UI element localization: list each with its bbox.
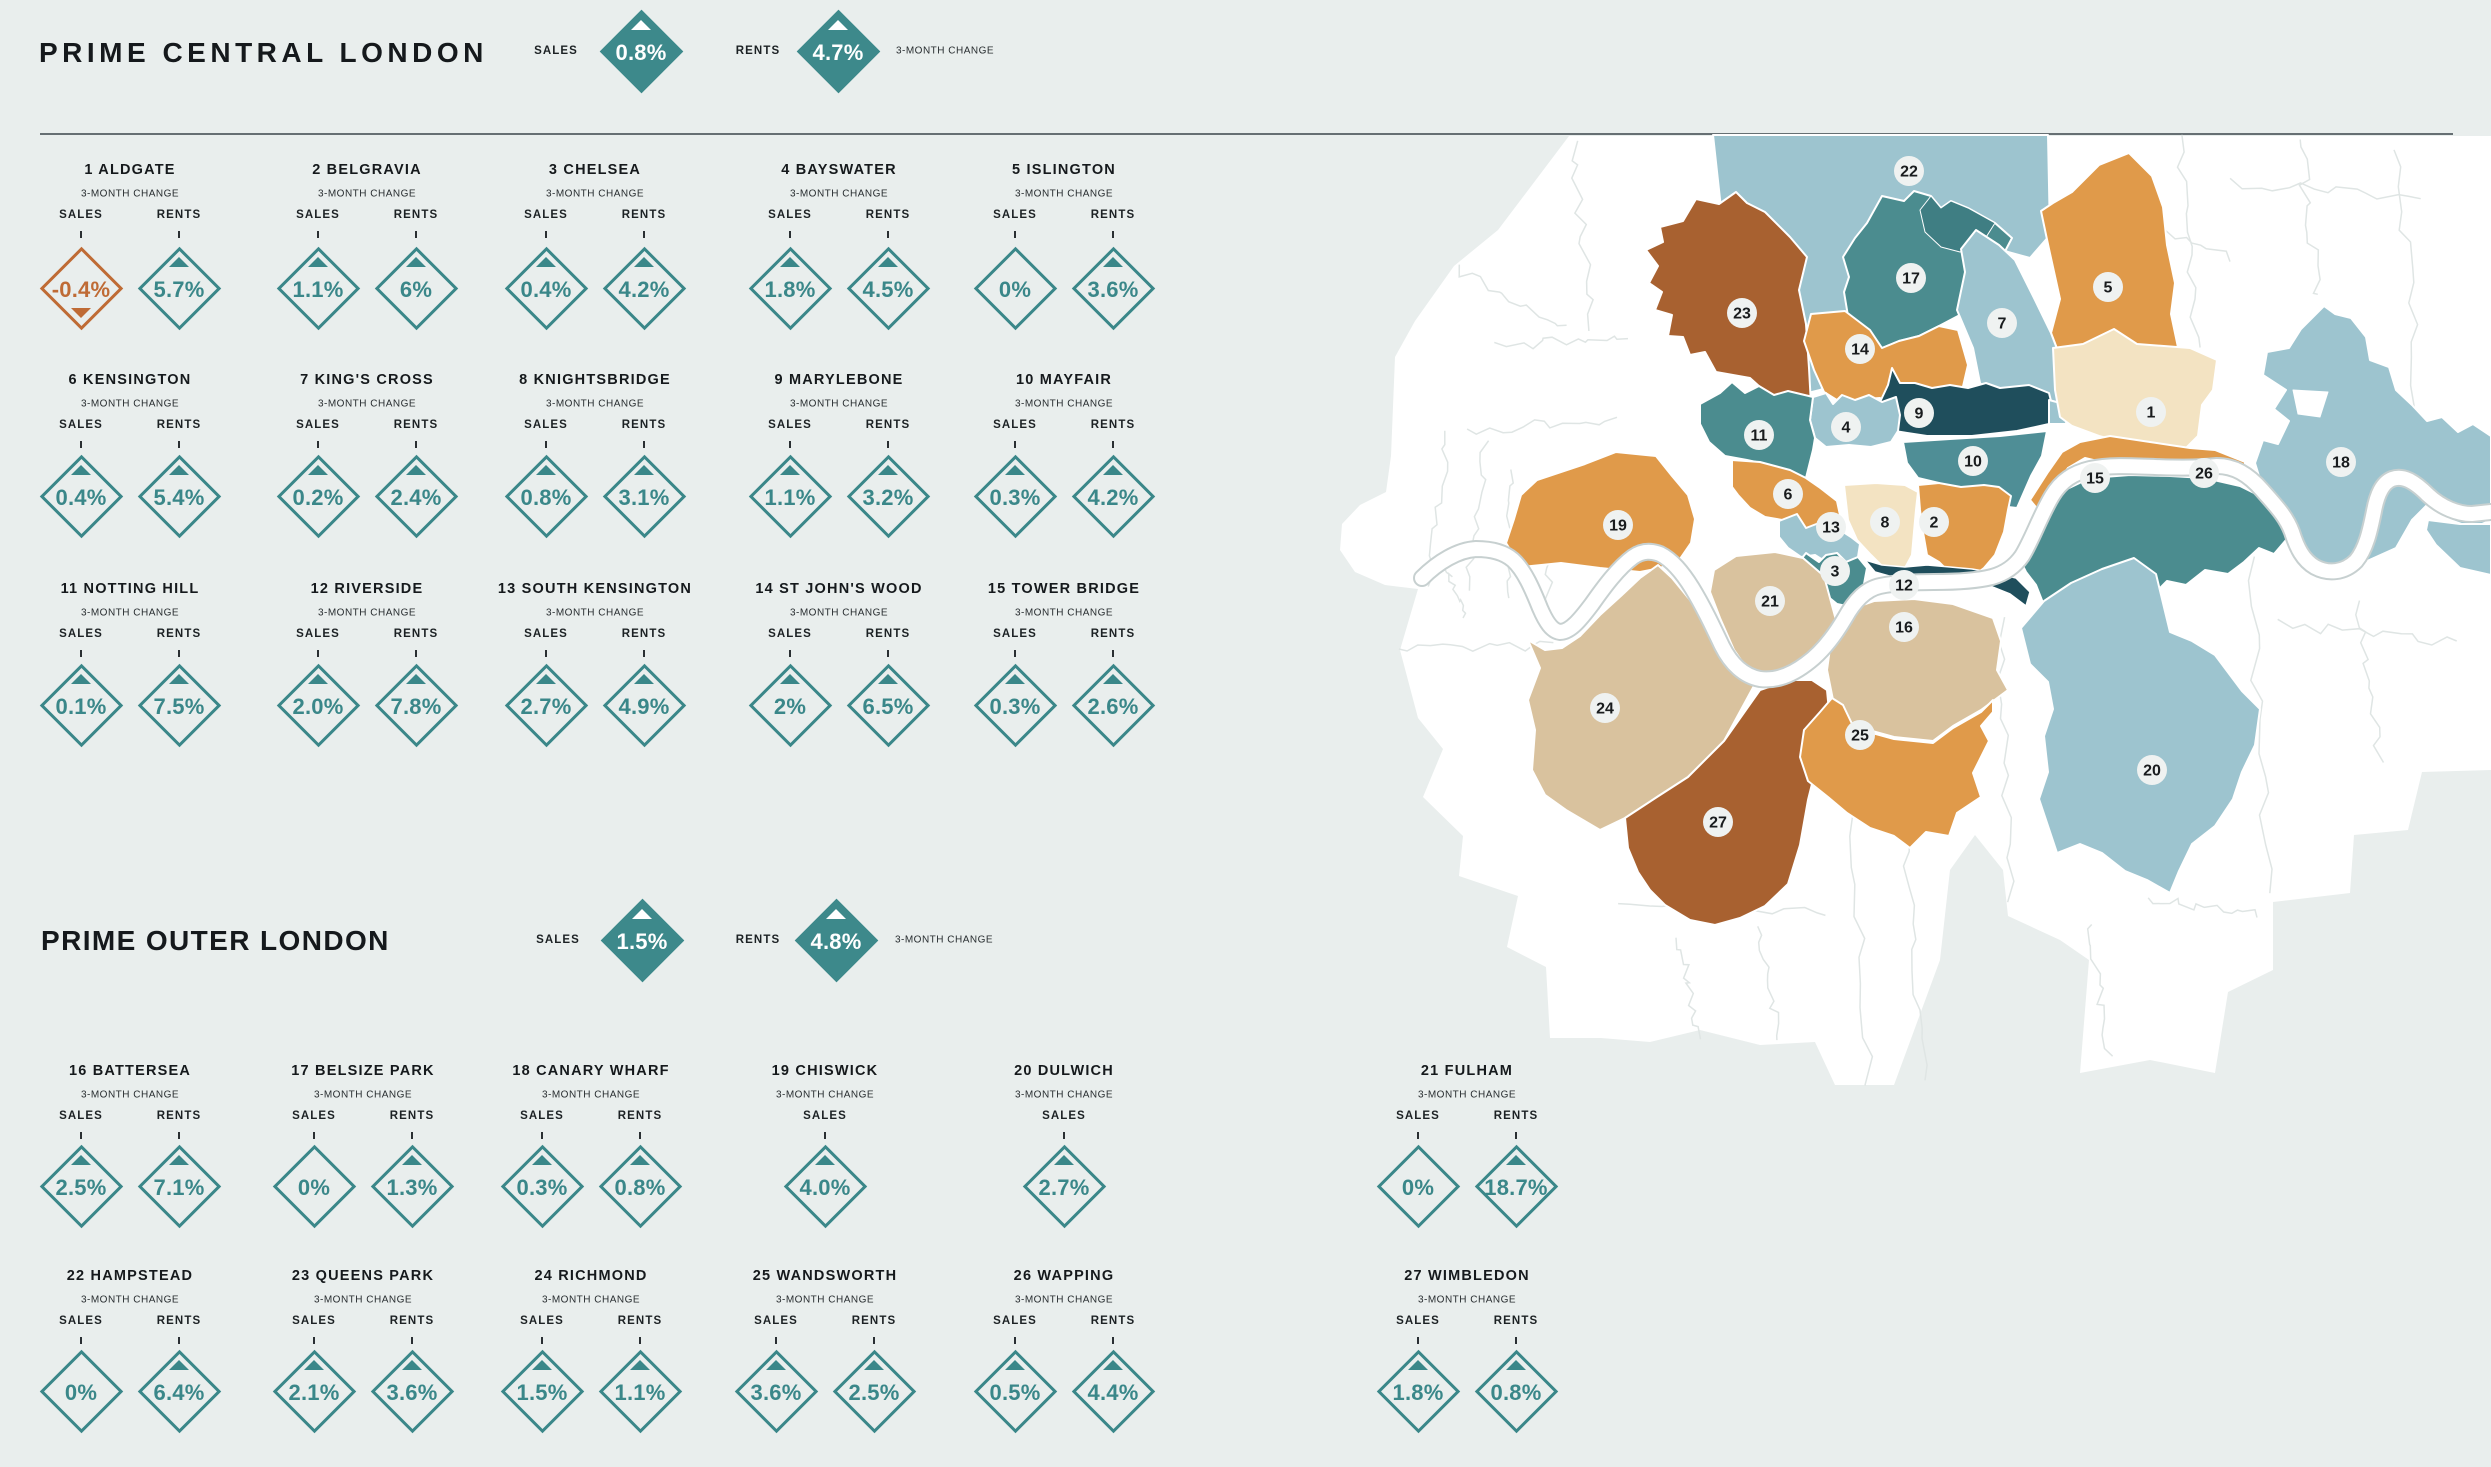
svg-text:12: 12 <box>1895 578 1913 595</box>
svg-text:17: 17 <box>1902 271 1920 288</box>
svg-text:3: 3 <box>1831 564 1840 581</box>
svg-text:4: 4 <box>1842 420 1851 437</box>
svg-text:1: 1 <box>2147 405 2156 422</box>
svg-text:22: 22 <box>1900 164 1918 181</box>
svg-text:9: 9 <box>1915 406 1924 423</box>
svg-text:26: 26 <box>2195 466 2213 483</box>
svg-text:2: 2 <box>1930 515 1939 532</box>
svg-text:16: 16 <box>1895 620 1913 637</box>
svg-text:23: 23 <box>1733 306 1751 323</box>
svg-text:21: 21 <box>1761 594 1779 611</box>
svg-text:7: 7 <box>1998 316 2007 333</box>
svg-text:8: 8 <box>1881 515 1890 532</box>
svg-text:11: 11 <box>1751 428 1768 445</box>
svg-text:13: 13 <box>1822 520 1840 537</box>
svg-text:20: 20 <box>2143 763 2161 780</box>
svg-text:25: 25 <box>1851 728 1869 745</box>
svg-text:18: 18 <box>2332 455 2350 472</box>
svg-text:27: 27 <box>1709 815 1727 832</box>
svg-text:6: 6 <box>1784 487 1793 504</box>
svg-text:5: 5 <box>2104 280 2113 297</box>
svg-text:14: 14 <box>1851 342 1869 359</box>
svg-text:10: 10 <box>1964 454 1982 471</box>
svg-text:15: 15 <box>2086 471 2104 488</box>
svg-text:24: 24 <box>1596 701 1614 718</box>
svg-text:19: 19 <box>1609 518 1627 535</box>
